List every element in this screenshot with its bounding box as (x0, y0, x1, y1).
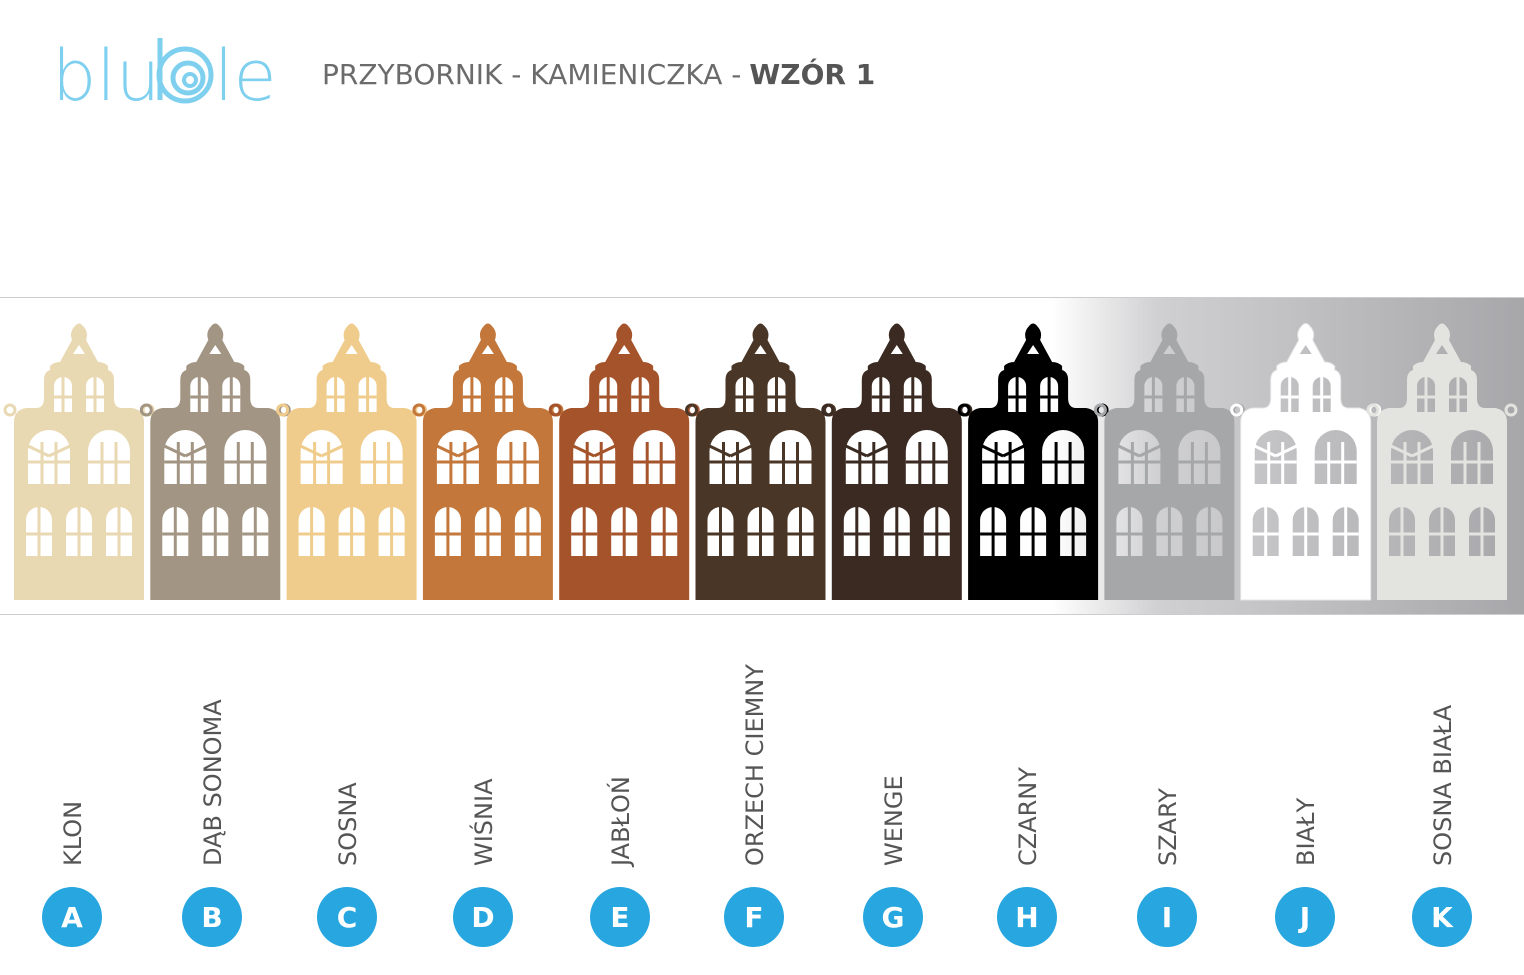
house-knob (1093, 403, 1107, 417)
house-shape (14, 323, 144, 600)
variants: KLON A DĄB SONOMA B SOSNA C WIŚNIA D JABŁOŃ E ORZE… (3, 323, 1518, 947)
variant-label: CZARNY (1014, 767, 1042, 866)
house-shape (968, 323, 1099, 600)
title-text: PRZYBORNIK - KAMIENICZKA - (322, 58, 741, 91)
variant: ORZECH CIEMNY F (685, 323, 836, 947)
variant-letter: H (1015, 901, 1038, 934)
variant: SOSNA C (276, 323, 428, 947)
variant-badge (182, 887, 242, 947)
house-knob (1366, 403, 1380, 417)
house-shape (1240, 323, 1372, 601)
header-title: PRZYBORNIK - KAMIENICZKA - WZÓR 1 (322, 57, 875, 91)
variant: BIAŁY J (1230, 323, 1382, 947)
variant-letter: A (61, 901, 83, 934)
title-emphasis: WZÓR 1 (749, 57, 875, 91)
variant-label: ORZECH CIEMNY (741, 664, 769, 866)
house-knob (139, 403, 153, 417)
variant-label: SZARY (1154, 788, 1182, 866)
house-knob (1230, 403, 1244, 417)
variant-badge (453, 887, 513, 947)
variant-label: DĄB SONOMA (199, 699, 227, 866)
house-shape (422, 323, 553, 600)
variant-label: WENGE (880, 775, 908, 866)
variant-badge (724, 887, 784, 947)
house-shape (559, 323, 690, 600)
variant-badge (863, 887, 923, 947)
variant: WIŚNIA D (412, 323, 564, 947)
variant-letter: G (882, 901, 905, 934)
variant-badge (997, 887, 1057, 947)
variant-badge (1137, 887, 1197, 947)
house (548, 323, 700, 600)
variant: WENGE G (821, 323, 973, 947)
logo-right: le (214, 35, 277, 117)
variant-label: WIŚNIA (468, 778, 498, 866)
variant: KLON A (3, 323, 155, 947)
variant-badge (317, 887, 377, 947)
house-knob (1504, 403, 1518, 417)
house-knob (957, 403, 971, 417)
variant-letter: C (337, 901, 358, 934)
variant-letter: B (201, 901, 222, 934)
house-knob (412, 403, 426, 417)
house-shape (150, 323, 281, 600)
variant-label: SOSNA BIAŁA (1429, 704, 1457, 866)
variant-label: BIAŁY (1292, 798, 1320, 866)
variant-badge (590, 887, 650, 947)
house (1366, 323, 1518, 600)
house-knob (3, 403, 17, 417)
house-knob (276, 403, 290, 417)
variant-letter: D (471, 901, 494, 934)
variant-label: KLON (59, 801, 87, 866)
logo-left: blu (52, 35, 160, 117)
house-knob (685, 403, 698, 417)
variant-label: JABŁOŃ (606, 776, 635, 868)
variant-badge (1412, 887, 1472, 947)
logo-icon (156, 38, 214, 104)
variant-badge (42, 887, 102, 947)
house-knob (821, 403, 835, 417)
house (1230, 323, 1382, 601)
house-shape (1377, 323, 1507, 600)
variant: CZARNY H (957, 323, 1109, 947)
house-knob (548, 403, 562, 417)
house-shape (695, 323, 826, 600)
variant-badge (1275, 887, 1335, 947)
variant: JABŁOŃ E (548, 323, 700, 947)
variant-letter: K (1431, 901, 1454, 934)
variant-letter: J (1298, 901, 1310, 934)
variant: SOSNA BIAŁA K (1366, 323, 1518, 947)
house-shape (1104, 323, 1235, 600)
logo: blu le (52, 35, 277, 117)
variant-letter: E (610, 901, 629, 934)
variant-label: SOSNA (334, 782, 362, 866)
variant-letter: F (744, 901, 763, 934)
variant-letter: I (1162, 901, 1172, 934)
house-shape (831, 323, 962, 600)
variant: SZARY I (1093, 323, 1245, 947)
house-shape (286, 323, 417, 600)
variant: DĄB SONOMA B (139, 323, 291, 947)
